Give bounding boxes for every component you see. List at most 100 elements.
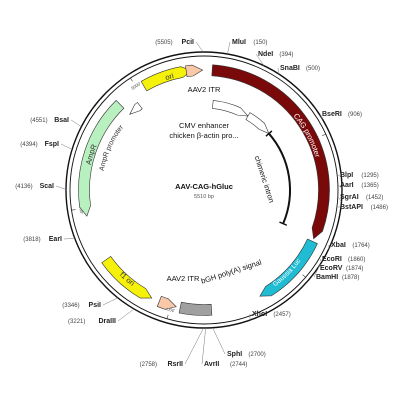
site-name: PciI	[182, 39, 195, 46]
site-leader-ndei	[255, 53, 265, 66]
feature-aav2-itr	[185, 64, 204, 78]
tick-label: 3000	[164, 306, 175, 314]
site-position: (1874)	[346, 266, 363, 272]
site-leader-fspi	[60, 143, 73, 150]
intron-end-bar	[279, 221, 288, 226]
site-snabi: SnaBI (500)	[280, 65, 320, 72]
site-position: (2457)	[273, 312, 290, 318]
site-name: ScaI	[40, 183, 54, 190]
backbone	[65, 51, 343, 329]
site-name: BlpI	[340, 172, 353, 179]
site-bsai: BsaI (4551)	[30, 117, 69, 124]
site-name: BstAPI	[340, 204, 363, 211]
site-eari: EarI (3818)	[23, 236, 62, 243]
label-chicken-beta-actin-promoter: chicken β-actin pro...	[169, 131, 238, 140]
label-chimeric-intron: chimeric intron	[253, 155, 277, 204]
site-leader-bseri	[319, 113, 323, 120]
site-position: (1860)	[348, 257, 365, 263]
site-position: (500)	[306, 66, 320, 72]
site-rsrii: RsrII (2758)	[140, 361, 183, 368]
feature-cmv-enhancer	[212, 100, 249, 117]
site-leader-avrii	[201, 327, 206, 365]
site-leader-rsrii	[184, 327, 204, 365]
site-position: (2758)	[140, 362, 157, 368]
site-name: AvrII	[204, 361, 219, 368]
restriction-sites: PciI (5505) MluI (150) NdeI (394) SnaBI (500) Bs…	[15, 39, 388, 368]
site-scai: ScaI (4136)	[15, 183, 54, 190]
site-position: (906)	[348, 112, 362, 118]
site-avrii: AvrII (2744)	[204, 361, 247, 368]
site-name: BamHI	[316, 274, 338, 281]
site-leader-scai	[55, 185, 67, 190]
feature-ampr	[78, 99, 125, 217]
site-name: EcoRV	[320, 265, 343, 272]
site-position: (1764)	[352, 243, 369, 249]
site-blpi: BlpI (1295)	[340, 172, 379, 179]
label-aav2-itr-top: AAV2 ITR	[188, 85, 221, 94]
tick-mark	[130, 77, 133, 82]
site-leader-pcii	[195, 41, 204, 53]
site-position: (2700)	[248, 352, 265, 358]
feature-aav2-itr	[156, 295, 177, 310]
site-name: NdeI	[258, 51, 273, 58]
label-bgh-polya-signal: bGH poly(A) signal	[200, 258, 263, 286]
site-xhoi: XhoI (2457)	[252, 311, 291, 318]
feature-chicken-actin-pro	[245, 112, 270, 135]
site-leader-mlui	[227, 41, 231, 55]
tick-mark	[322, 133, 326, 137]
label-aav2-itr-bottom: AAV2 ITR	[167, 274, 200, 283]
plasmid-size: 5510 bp	[194, 194, 214, 200]
site-name: XbaI	[331, 242, 346, 249]
backbone-inner-circle	[69, 55, 339, 325]
feature-gaussia-luc	[259, 238, 318, 297]
site-aari: AarI (1365)	[340, 182, 379, 189]
site-bseri: BseRI (906)	[322, 111, 362, 118]
site-position: (1295)	[361, 173, 378, 179]
site-ecorv: EcoRV (1874)	[320, 265, 363, 272]
site-ecori: EcoRI (1860)	[322, 256, 365, 263]
site-xbai: XbaI (1764)	[331, 242, 370, 249]
feature-bgh-poly-a-signal	[178, 301, 213, 316]
features	[78, 64, 330, 316]
site-position: (2744)	[230, 362, 247, 368]
site-name: FspI	[45, 141, 59, 148]
site-name: EarI	[49, 236, 62, 243]
site-psii: PsiI (3346)	[62, 302, 101, 309]
site-leader-bamhi	[313, 264, 321, 278]
site-position: (3818)	[23, 237, 40, 243]
site-name: BsaI	[54, 117, 69, 124]
site-name: DraIII	[98, 318, 116, 325]
site-position: (5505)	[155, 40, 172, 46]
tick-label: 5000	[130, 81, 142, 91]
site-position: (1365)	[361, 183, 378, 189]
site-name: BseRI	[322, 111, 342, 118]
label-cmv-enhancer: CMV enhancer	[179, 121, 230, 130]
site-draiii: DraIII (3221)	[68, 318, 116, 325]
site-pcii: PciI (5505)	[155, 39, 194, 46]
site-name: SphI	[227, 351, 242, 358]
site-leader-sphi	[212, 327, 226, 355]
site-bamhi: BamHI (1878)	[316, 274, 359, 281]
site-bstapi: BstAPI (1486)	[340, 204, 388, 211]
site-mlui: MluI (150)	[232, 39, 267, 46]
site-leader-draiii	[117, 308, 135, 322]
site-position: (1486)	[371, 205, 388, 211]
feature-f1-ori	[101, 255, 153, 299]
site-leader-eari	[63, 238, 75, 240]
site-name: AarI	[340, 182, 354, 189]
feature-chimeric-intron	[268, 132, 291, 225]
site-leader-psii	[102, 297, 118, 306]
site-position: (1452)	[366, 195, 383, 201]
site-leader-sgrai	[337, 196, 342, 202]
plasmid-title: AAV-CAG-hGluc	[175, 182, 233, 191]
site-leader-blpi	[337, 174, 342, 178]
backbone-outer-circle	[65, 51, 343, 329]
site-position: (150)	[253, 40, 267, 46]
site-position: (4136)	[15, 184, 32, 190]
feature-ampr-promoter	[129, 102, 143, 115]
site-name: RsrII	[167, 361, 183, 368]
site-leader-ecori	[319, 258, 322, 263]
site-position: (1878)	[342, 275, 359, 281]
site-name: MluI	[232, 39, 246, 46]
site-position: (3346)	[62, 303, 79, 309]
